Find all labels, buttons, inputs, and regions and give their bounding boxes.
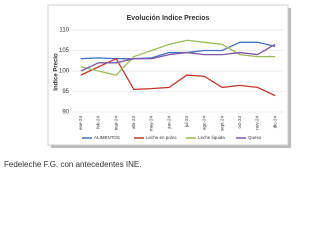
- x-tick-label: mar-24: [113, 116, 118, 131]
- series-line: [80, 57, 276, 97]
- x-tick-label: nov-24: [255, 116, 260, 130]
- series-line: [80, 43, 276, 72]
- chart-title: Evolución Indice Precios: [127, 15, 210, 22]
- x-tick-label: ago-24: [202, 116, 207, 131]
- frame: [47, 4, 289, 146]
- series-line: [80, 41, 276, 60]
- x-tick-label: jun-24: [166, 116, 171, 130]
- legend-label: ALIMENTOS: [94, 135, 120, 140]
- x-tick-label: dic-24: [272, 116, 277, 129]
- x-tick-label: may-24: [149, 116, 154, 132]
- x-tick-label: sept-24: [219, 116, 224, 132]
- y-tick-label: 100: [59, 69, 70, 75]
- x-tick-label: oct-24: [237, 116, 242, 129]
- y-tick-label: 105: [59, 48, 70, 54]
- legend-label: Leche líquida: [198, 135, 225, 140]
- legend-label: Queso: [248, 135, 262, 140]
- y-tick-label: 90: [62, 110, 69, 116]
- page: Evolución Indice Precios Indice Precio F…: [4, 4, 291, 170]
- x-tick-label: ene-24: [78, 116, 83, 131]
- y-tick-label: 110: [59, 28, 69, 34]
- legend-label: Leche en polvo: [146, 135, 177, 140]
- y-tick-label: 95: [62, 89, 69, 95]
- chart: Evolución Indice Precios Indice Precio F…: [4, 4, 291, 169]
- x-tick-label: feb-24: [96, 116, 101, 129]
- y-axis-label: Indice Precio: [54, 53, 60, 91]
- series-line: [80, 39, 276, 76]
- x-tick-label: jul-24: [184, 116, 189, 129]
- caption: Fedeleche F.G. con antecedentes INE.: [4, 160, 141, 169]
- x-tick-label: abr-24: [131, 116, 136, 130]
